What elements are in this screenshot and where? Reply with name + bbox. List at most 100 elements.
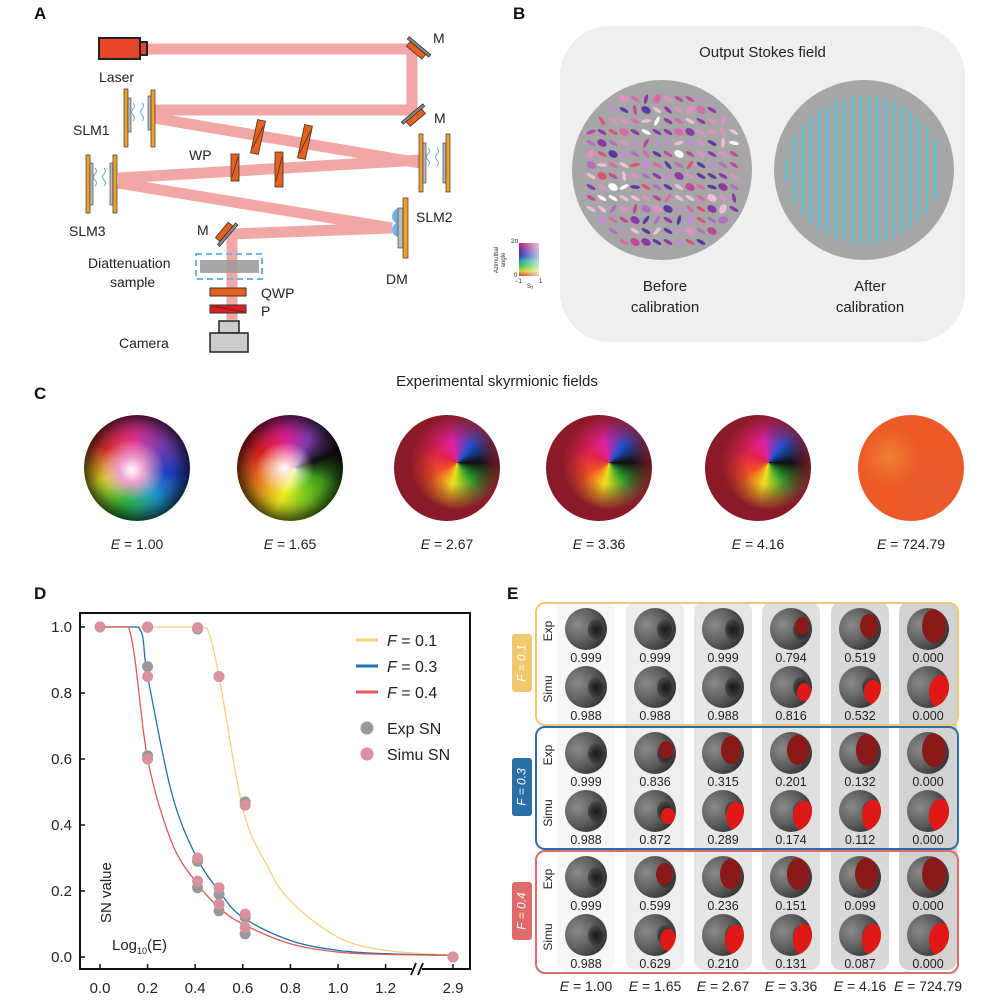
polarization-ellipse <box>719 204 727 214</box>
panel-b-letter: B <box>513 4 526 23</box>
energy-symbol: E <box>628 978 639 994</box>
sn-value-label: 0.000 <box>912 651 944 665</box>
sn-sphere <box>565 732 607 774</box>
sn-value-label: 0.872 <box>639 833 671 847</box>
skyrmion-loss-region <box>787 734 809 766</box>
y-tick-label: 0.2 <box>51 883 72 900</box>
mirror-icon <box>214 221 239 247</box>
sn-value-label: 0.836 <box>639 775 671 789</box>
polarization-ellipse <box>642 215 650 225</box>
polarization-ellipse <box>731 193 737 203</box>
slm3-icon <box>85 154 118 214</box>
sn-value-label: 0.988 <box>707 709 739 723</box>
polarization-ellipse <box>608 140 618 146</box>
legend-label: Simu SN <box>387 747 450 764</box>
polarization-ellipse <box>597 129 607 135</box>
skyrmion-field-image <box>394 415 500 521</box>
polarizer-icon <box>209 304 247 314</box>
deformable-mirror-icon <box>392 197 409 259</box>
polarization-ellipse <box>685 239 695 245</box>
skyrmion-loss-region <box>860 614 878 638</box>
energy-label: E = 1.65 <box>230 536 350 552</box>
before-calibration-label: Before calibration <box>600 276 730 318</box>
polarization-ellipse <box>696 96 706 102</box>
polarization-ellipse <box>632 204 638 214</box>
x-tick-label: 2.9 <box>443 980 464 997</box>
polarization-ellipse <box>685 118 695 124</box>
skyrmion-title: Experimental skyrmionic fields <box>396 373 598 390</box>
polarization-ellipse <box>652 107 662 113</box>
polarization-ellipse <box>653 227 661 235</box>
column-background <box>762 602 820 970</box>
energy-symbol: E <box>572 536 583 552</box>
simu-sn-point <box>192 875 204 887</box>
energy-value: = 2.67 <box>706 978 750 994</box>
f-group-tag: F = 0.3 <box>512 758 532 816</box>
f-group-tag-text: F = 0.4 <box>515 892 530 930</box>
sn-sphere <box>839 790 881 832</box>
polarization-ellipse <box>707 107 717 113</box>
simu-sn-point <box>447 951 459 963</box>
polarization-ellipse <box>641 119 651 123</box>
polarization-ellipse <box>641 129 651 135</box>
polarization-ellipse <box>597 139 607 147</box>
sn-sphere <box>839 608 881 650</box>
colorbar-ylabel-line2: angle <box>501 252 507 268</box>
polarization-ellipse <box>630 118 640 124</box>
panel-c-letter: C <box>34 384 47 403</box>
sn-value-label: 0.112 <box>844 833 876 847</box>
sn-value-label: 0.629 <box>639 957 671 971</box>
f-group-box <box>535 726 959 850</box>
sn-value-label: 0.099 <box>844 899 876 913</box>
polarization-ellipse <box>608 228 618 234</box>
before-line2: calibration <box>630 299 700 316</box>
polarization-ellipse <box>641 238 651 246</box>
skyrmion-loss-region <box>725 925 744 955</box>
f-group-box <box>535 850 959 974</box>
waveplate-label: WP <box>189 147 212 163</box>
column-energy-label: E = 1.65 <box>615 978 695 994</box>
x-tick-label: 1.2 <box>375 980 396 997</box>
panel-a-letter: A <box>34 4 47 23</box>
colorbar-ylabel: Azimuthal angle <box>494 240 508 280</box>
polarization-ellipse <box>652 195 662 201</box>
polarization-ellipse <box>630 185 640 189</box>
polarization-ellipse <box>685 128 695 136</box>
polarization-ellipse <box>641 228 651 234</box>
y-tick-label: 0.0 <box>51 949 72 966</box>
row-label-simu: Simu <box>541 675 555 703</box>
sn-value-label: 0.988 <box>570 833 602 847</box>
skyrmion-loss-region <box>659 741 673 759</box>
column-energy-label: E = 724.79 <box>888 978 968 994</box>
skyrmion-loss-region <box>786 858 809 890</box>
x-tick-label: 0.6 <box>232 980 253 997</box>
sn-value-label: 0.132 <box>844 775 876 789</box>
polarization-ellipse <box>707 227 717 235</box>
energy-value: = 724.79 <box>903 978 963 994</box>
axis-break-mark <box>410 962 417 976</box>
polarization-ellipse <box>622 171 626 181</box>
polarization-ellipse <box>633 105 637 115</box>
colorbar-ybottom: 0 <box>514 273 518 279</box>
polarization-ellipse <box>707 151 717 157</box>
sn-value-label: 0.988 <box>570 709 602 723</box>
polarization-ellipse <box>652 173 662 179</box>
polarization-ellipse <box>729 184 739 190</box>
polarization-ellipse <box>685 96 695 102</box>
polarization-ellipse <box>586 206 596 212</box>
sn-value-label: 0.532 <box>844 709 876 723</box>
polarization-ellipse <box>597 216 607 224</box>
polarization-ellipse <box>652 129 662 135</box>
energy-value: = 4.16 <box>741 536 785 552</box>
polarization-ellipse <box>630 151 640 157</box>
polarization-ellipse <box>663 129 673 135</box>
sn-value-label: 0.000 <box>912 775 944 789</box>
polarization-ellipse <box>718 151 728 157</box>
polarization-ellipse <box>642 149 650 159</box>
polarization-ellipse <box>586 173 596 179</box>
panel-e-letter: E <box>507 584 519 603</box>
legend-label: F = 0.1 <box>387 633 437 650</box>
polarization-ellipse <box>718 216 728 224</box>
polarization-ellipse <box>608 195 618 201</box>
axis-break-mark <box>417 962 424 976</box>
